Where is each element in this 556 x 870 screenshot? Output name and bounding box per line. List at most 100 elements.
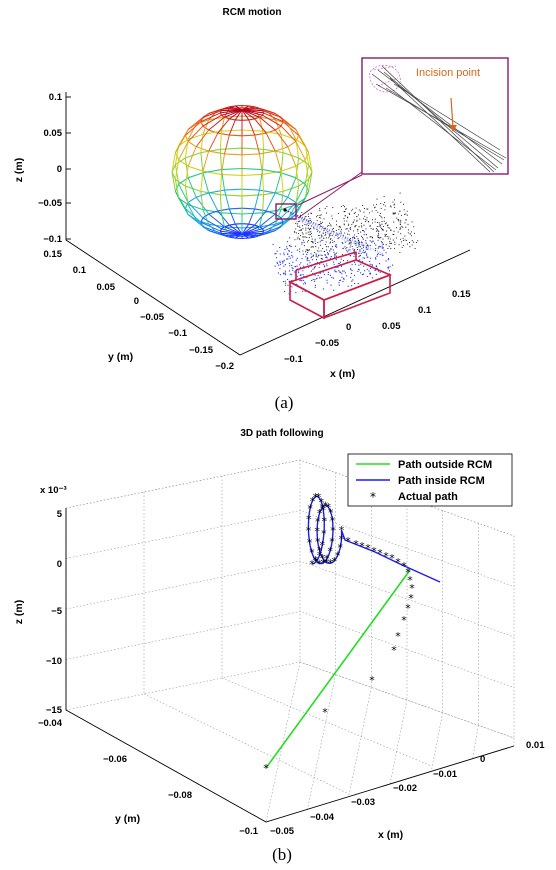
sphere-meridian [265,192,276,212]
chart-b-ylabel: y (m) [115,813,140,825]
sphere-meridian [195,219,210,231]
cloud-point [348,212,350,214]
cloud-point [292,267,294,270]
cloud-point [350,268,352,270]
cloud-point [339,226,341,228]
cloud-point [308,249,310,252]
cloud-point [340,230,342,232]
cloud-point [371,241,373,243]
cloud-point [286,246,288,248]
cloud-point [309,218,311,220]
cloud-point [335,224,338,226]
cloud-point [387,268,389,270]
sphere-meridian [178,197,189,215]
cloud-point [346,247,348,249]
cloud-point [383,220,385,222]
cloud-point [295,292,297,294]
cloud-point [349,213,351,215]
actual-path-point: * [328,507,334,520]
chart-b-xlabel: x (m) [378,829,403,841]
chart-b-title: 3D path following [240,428,323,439]
sphere-meridian [178,129,189,147]
sphere-meridian [235,233,243,239]
cloud-point [376,225,378,228]
cloud-point [322,248,324,250]
cloud-point [299,229,301,231]
cloud-point [339,261,342,263]
cloud-point [363,234,365,236]
cloud-point [322,239,324,241]
cloud-point [359,250,361,252]
cloud-point [319,237,321,239]
cloud-point [290,245,292,248]
cloud-point [312,242,314,244]
cloud-point [314,279,316,281]
sphere-meridian [259,213,276,228]
grid-line [307,674,336,810]
cloud-point [326,282,328,284]
cloud-point [320,276,322,279]
cloud-point [296,283,298,285]
sphere-meridian [185,208,202,223]
chart-b-axes [65,508,515,823]
cloud-point [300,262,302,264]
cloud-point [362,244,364,246]
workspace-box [287,251,393,320]
cloud-point [362,205,364,207]
legend-label: Actual path [398,491,458,503]
cloud-point [279,261,281,264]
grid-line [65,661,515,739]
cloud-point [306,223,308,225]
cloud-point [341,276,343,278]
cloud-point [378,246,380,248]
cloud-point [328,225,330,227]
cloud-point [291,251,293,253]
cloud-point [411,244,413,246]
cloud-point [384,209,386,211]
sphere-meridian [274,150,282,172]
chart-a-title: RCM motion [223,7,282,18]
cloud-point [370,236,372,238]
y-tick-label: 0 [134,296,139,307]
cloud-point [282,262,284,264]
x-tick-label: 0.01 [526,740,545,751]
sphere-meridian [259,212,264,228]
sphere-meridian [248,105,255,109]
sphere-meridian [187,146,197,167]
cloud-point [332,261,335,263]
cloud-point [341,273,343,275]
cloud-point [351,280,353,282]
cloud-point [298,225,300,227]
cloud-point [320,254,322,256]
cloud-point [316,216,318,218]
cloud-point [311,238,313,240]
cloud-point [371,210,373,212]
cloud-point [375,273,377,275]
cloud-point [356,247,358,249]
cloud-point [353,250,355,252]
cloud-point [376,230,378,232]
cloud-point [360,225,362,227]
sphere-meridian [184,166,189,187]
cloud-point [387,266,389,268]
cloud-point [390,206,392,208]
cloud-point [357,228,359,231]
sphere-meridian [280,214,297,227]
sphere-meridian [304,145,310,165]
cloud-point [328,222,331,224]
grid-line [389,699,408,785]
actual-path-point: * [408,592,414,605]
cloud-point [319,272,322,274]
grid-line [65,611,515,688]
actual-path-point: * [328,557,334,570]
sphere-meridian [174,179,180,199]
cloud-point [351,285,353,287]
actual-path-point: * [315,515,321,528]
cloud-point [308,229,310,231]
cloud-point [374,218,376,220]
cloud-point [340,205,342,208]
cloud-point [343,218,345,220]
cloud-point [361,226,363,228]
cloud-point [340,271,342,273]
cloud-point [337,212,339,215]
